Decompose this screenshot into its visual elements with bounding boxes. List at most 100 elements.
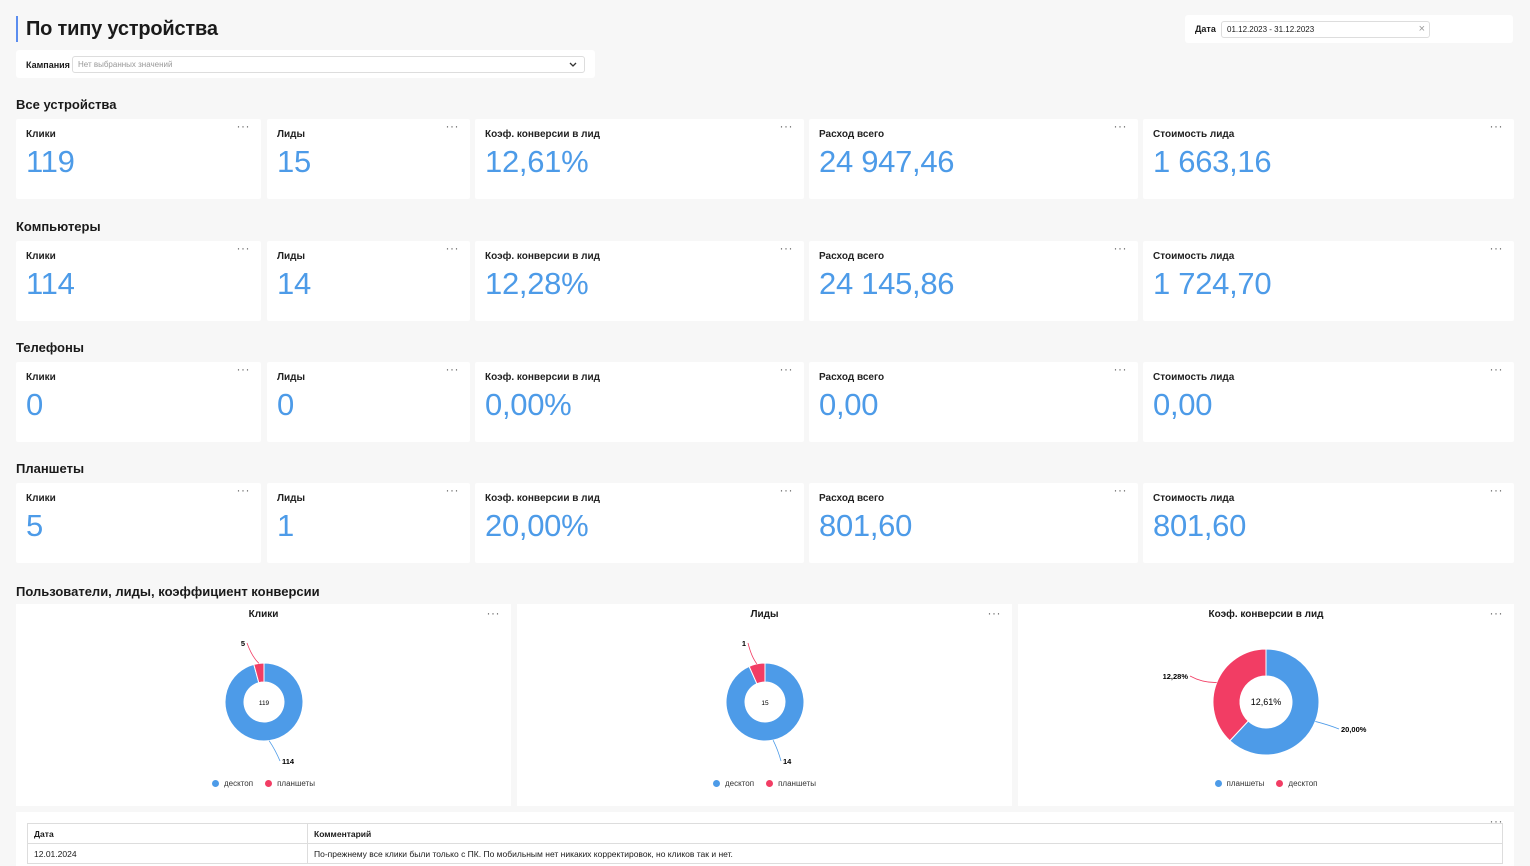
page-title-wrap: По типу устройства [16, 16, 218, 42]
leader-line [1315, 721, 1340, 730]
more-icon[interactable]: ··· [1113, 119, 1127, 133]
kpi-value: 24 947,46 [819, 144, 955, 179]
legend-dot-icon [766, 780, 774, 787]
chart-title: Коэф. конверсии в лид [1208, 609, 1324, 620]
more-icon[interactable]: ··· [1489, 362, 1503, 376]
pie-slice[interactable] [725, 662, 805, 742]
clear-icon[interactable]: × [1418, 23, 1425, 35]
kpi-value: 5 [26, 508, 43, 543]
leader-line [772, 739, 782, 762]
legend-item[interactable]: десктоп [1276, 779, 1317, 788]
more-icon[interactable]: ··· [1489, 119, 1503, 133]
more-icon[interactable]: ··· [1113, 362, 1127, 376]
kpi-label: Коэф. конверсии в лид [485, 493, 601, 504]
kpi-label: Лиды [277, 251, 306, 262]
more-icon[interactable]: ··· [987, 606, 1001, 620]
data-label: 114 [282, 757, 295, 766]
campaign-select-placeholder: Нет выбранных значений [78, 60, 173, 69]
center-label: 119 [259, 700, 270, 707]
section-title: Телефоны [16, 340, 84, 355]
kpi-card: Расход всего 24 145,86 ··· [809, 241, 1138, 321]
more-icon[interactable]: ··· [779, 362, 793, 376]
more-icon[interactable]: ··· [1489, 606, 1503, 620]
more-icon[interactable]: ··· [445, 362, 459, 376]
chart-legend: десктоп планшеты [16, 779, 511, 788]
legend-item[interactable]: планшеты [265, 779, 315, 788]
more-icon[interactable]: ··· [445, 483, 459, 497]
kpi-value: 20,00% [485, 508, 589, 543]
legend-label: десктоп [1288, 779, 1318, 788]
more-icon[interactable]: ··· [1489, 483, 1503, 497]
legend-item[interactable]: планшеты [766, 779, 816, 788]
leader-line [1189, 675, 1217, 683]
kpi-card: Коэф. конверсии в лид 0,00% ··· [475, 362, 804, 442]
date-filter: Дата 01.12.2023 - 31.12.2023 × [1185, 15, 1513, 43]
data-label: 14 [783, 757, 792, 766]
kpi-card: Коэф. конверсии в лид 12,61% ··· [475, 119, 804, 199]
column-header-date[interactable]: Дата [27, 823, 308, 844]
kpi-label: Лиды [277, 129, 306, 140]
chart-card-conversion: Коэф. конверсии в лид ··· 20,00% 12,28% 12… [1018, 604, 1514, 806]
legend-dot-icon [713, 780, 721, 787]
pie-slice[interactable] [1229, 648, 1320, 756]
kpi-value: 15 [277, 144, 311, 179]
table-cell: По-прежнему все клики были только с ПК. … [307, 843, 1503, 864]
kpi-value: 1 724,70 [1153, 266, 1272, 301]
pie-slice[interactable] [748, 662, 766, 685]
more-icon[interactable]: ··· [236, 362, 250, 376]
legend-label: планшеты [778, 779, 816, 788]
more-icon[interactable]: ··· [779, 241, 793, 255]
date-range-input[interactable]: 01.12.2023 - 31.12.2023 × [1221, 21, 1430, 38]
kpi-value: 0 [26, 387, 43, 422]
date-filter-label: Дата [1195, 24, 1216, 34]
leader-line [747, 642, 758, 665]
kpi-value: 801,60 [1153, 508, 1247, 543]
campaign-filter-label: Кампания [26, 60, 70, 70]
kpi-card: Коэф. конверсии в лид 12,28% ··· [475, 241, 804, 321]
more-icon[interactable]: ··· [236, 119, 250, 133]
more-icon[interactable]: ··· [779, 483, 793, 497]
kpi-card: Клики 119 ··· [16, 119, 261, 199]
more-icon[interactable]: ··· [1113, 241, 1127, 255]
charts-section-title: Пользователи, лиды, коэффициент конверси… [16, 584, 320, 599]
legend-item[interactable]: планшеты [1214, 779, 1264, 788]
kpi-label: Клики [26, 493, 56, 504]
chevron-down-icon[interactable] [568, 56, 578, 77]
legend-item[interactable]: десктоп [713, 779, 754, 788]
kpi-card: Коэф. конверсии в лид 20,00% ··· [475, 483, 804, 563]
pie-chart: 114 5 119 [224, 639, 304, 766]
more-icon[interactable]: ··· [486, 606, 500, 620]
leader-line [268, 740, 281, 762]
more-icon[interactable]: ··· [236, 241, 250, 255]
chart-legend: десктоп планшеты [517, 779, 1012, 788]
more-icon[interactable]: ··· [445, 119, 459, 133]
date-range-value: 01.12.2023 - 31.12.2023 [1227, 25, 1315, 34]
legend-dot-icon [1276, 780, 1284, 787]
more-icon[interactable]: ··· [1113, 483, 1127, 497]
more-icon[interactable]: ··· [236, 483, 250, 497]
kpi-label: Коэф. конверсии в лид [485, 372, 601, 383]
kpi-label: Стоимость лида [1153, 129, 1235, 140]
legend-item[interactable]: десктоп [212, 779, 253, 788]
pie-chart: 14 1 15 [725, 639, 805, 766]
more-icon[interactable]: ··· [779, 119, 793, 133]
kpi-card: Лиды 0 ··· [267, 362, 470, 442]
more-icon[interactable]: ··· [445, 241, 459, 255]
kpi-label: Коэф. конверсии в лид [485, 129, 601, 140]
kpi-value: 0,00 [1153, 387, 1213, 422]
pie-slice[interactable] [224, 662, 304, 742]
pie-slice[interactable] [1212, 648, 1267, 742]
comments-table-card: ··· Дата Комментарий 12.01.2024 По-прежн… [16, 812, 1514, 866]
more-icon[interactable]: ··· [1489, 241, 1503, 255]
kpi-label: Лиды [277, 372, 306, 383]
page-title: По типу устройства [26, 18, 218, 40]
pie-slice[interactable] [253, 662, 265, 684]
campaign-select[interactable]: Нет выбранных значений [72, 56, 585, 73]
legend-dot-icon [265, 780, 273, 787]
kpi-card: Стоимость лида 1 663,16 ··· [1143, 119, 1514, 199]
kpi-value: 24 145,86 [819, 266, 955, 301]
column-header-comment[interactable]: Комментарий [307, 823, 1503, 844]
campaign-filter: Кампания Нет выбранных значений [16, 50, 595, 78]
kpi-value: 12,28% [485, 266, 589, 301]
kpi-label: Стоимость лида [1153, 493, 1235, 504]
